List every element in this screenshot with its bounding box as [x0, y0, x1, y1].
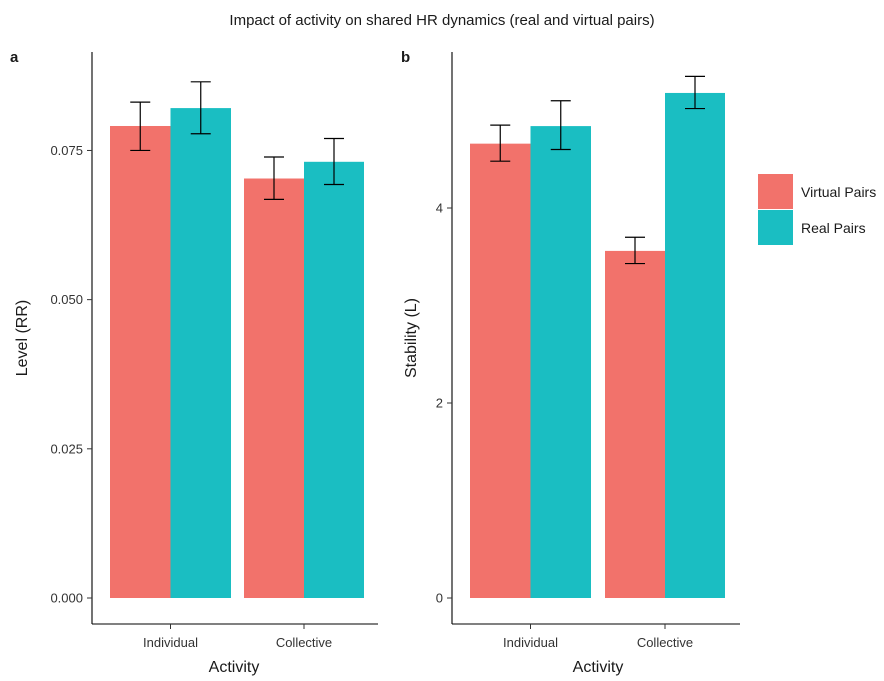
panel-b-x-axis-title: Activity	[573, 659, 624, 676]
bar-collective-real-pairs	[304, 161, 364, 598]
panel-b-x-ticks: Individual Collective	[503, 624, 693, 650]
legend-label-virtual-pairs: Virtual Pairs	[801, 184, 876, 200]
x-tick-label-collective: Collective	[637, 635, 693, 650]
panel-b-errorbars	[490, 75, 705, 265]
panel-a-y-ticks: 0.000 0.025 0.050 0.075	[50, 143, 92, 606]
x-tick-label-individual: Individual	[503, 635, 558, 650]
panel-a-errorbars	[130, 81, 344, 200]
y-tick-label: 0.000	[50, 591, 83, 606]
panel-letter-a: a	[10, 49, 19, 66]
y-tick-label: 2	[436, 396, 443, 411]
errorbar-collective-virtual-pairs	[625, 236, 645, 265]
panel-b-y-axis-title: Stability (L)	[403, 298, 420, 378]
panel-a-y-axis-title: Level (RR)	[14, 300, 31, 376]
panel-letter-b: b	[401, 49, 410, 66]
panel-a-x-ticks: Individual Collective	[143, 624, 332, 650]
legend-key-virtual-pairs	[758, 174, 793, 209]
y-tick-label: 4	[436, 201, 443, 216]
panel-b: b 0 2 4 Individual Collective Activity Stab…	[401, 49, 740, 676]
panel-a: a 0.000 0.025 0.050 0.075 Individual Collect…	[10, 49, 378, 676]
panel-a-x-axis-title: Activity	[209, 659, 260, 676]
errorbar-collective-real-pairs	[685, 75, 705, 110]
errorbar-collective-virtual-pairs	[264, 156, 284, 200]
errorbar-collective-real-pairs	[324, 137, 344, 186]
panel-b-y-ticks: 0 2 4	[436, 201, 452, 606]
y-tick-label: 0.075	[50, 143, 83, 158]
panel-b-bars	[470, 92, 725, 598]
bar-collective-real-pairs	[665, 92, 725, 598]
bar-collective-virtual-pairs	[605, 250, 665, 598]
y-tick-label: 0.050	[50, 292, 83, 307]
bar-individual-real-pairs	[170, 108, 231, 599]
errorbar-individual-virtual-pairs	[490, 124, 511, 162]
bar-collective-virtual-pairs	[244, 178, 304, 598]
figure-title: Impact of activity on shared HR dynamics…	[229, 12, 654, 29]
errorbar-individual-real-pairs	[190, 81, 211, 135]
y-tick-label: 0	[436, 591, 443, 606]
y-tick-label: 0.025	[50, 441, 83, 456]
bar-individual-real-pairs	[530, 126, 591, 598]
legend-key-real-pairs	[758, 210, 793, 245]
errorbar-individual-real-pairs	[550, 100, 571, 151]
bar-individual-virtual-pairs	[470, 143, 531, 598]
bar-individual-virtual-pairs	[110, 125, 171, 599]
x-tick-label-collective: Collective	[276, 635, 332, 650]
x-tick-label-individual: Individual	[143, 635, 198, 650]
errorbar-individual-virtual-pairs	[130, 101, 151, 152]
panel-a-bars	[110, 108, 364, 599]
legend-label-real-pairs: Real Pairs	[801, 220, 866, 236]
legend: Virtual Pairs Real Pairs	[758, 174, 876, 245]
